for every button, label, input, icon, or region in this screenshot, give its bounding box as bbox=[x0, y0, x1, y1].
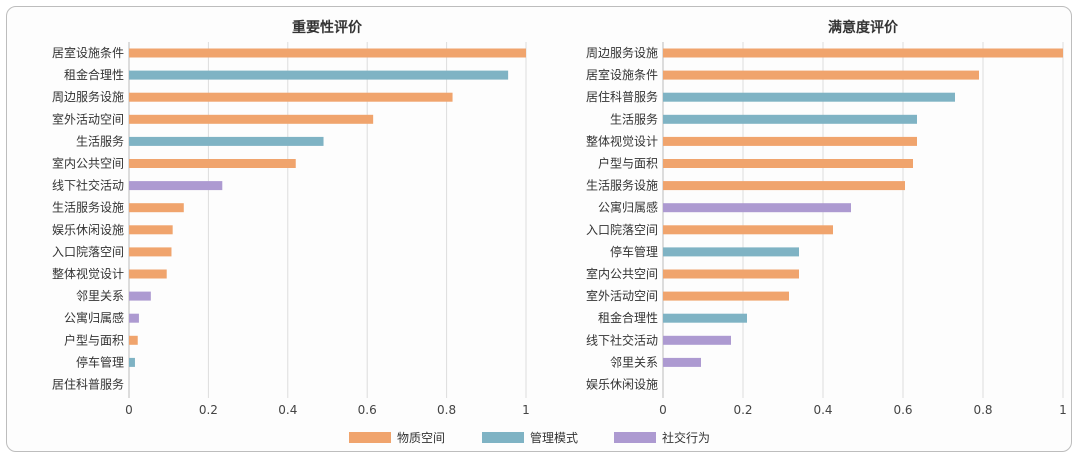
category-label: 租金合理性 bbox=[598, 310, 658, 325]
category-label: 室外活动空间 bbox=[586, 288, 658, 303]
bar bbox=[129, 92, 453, 102]
category-label: 居室设施条件 bbox=[52, 45, 124, 60]
category-label: 整体视觉设计 bbox=[586, 133, 658, 148]
bar bbox=[129, 181, 223, 191]
bar bbox=[129, 291, 151, 301]
bar bbox=[129, 203, 184, 213]
bar bbox=[663, 291, 789, 301]
bar bbox=[129, 225, 173, 235]
category-label: 居住科普服务 bbox=[52, 377, 124, 392]
bar bbox=[663, 335, 731, 345]
category-label: 邻里关系 bbox=[76, 289, 124, 303]
bar bbox=[129, 159, 296, 168]
category-label: 室内公共空间 bbox=[586, 266, 658, 281]
x-tick-label: 1 bbox=[522, 403, 530, 417]
category-label: 线下社交活动 bbox=[52, 178, 124, 193]
category-label: 公寓归属感 bbox=[598, 200, 658, 215]
bar bbox=[663, 225, 833, 235]
category-label: 入口院落空间 bbox=[52, 245, 124, 259]
chart-title: 重要性评价 bbox=[292, 19, 363, 36]
category-label: 生活服务 bbox=[76, 133, 124, 148]
bar bbox=[663, 136, 917, 146]
category-label: 停车管理 bbox=[76, 354, 124, 369]
category-label: 邻里关系 bbox=[610, 355, 658, 369]
legend-label-physical: 物质空间 bbox=[397, 431, 445, 445]
bar bbox=[129, 313, 139, 323]
bar bbox=[129, 335, 138, 345]
x-tick-label: 0.4 bbox=[278, 403, 297, 417]
legend-swatch-management bbox=[482, 432, 524, 443]
category-label: 户型与面积 bbox=[64, 332, 124, 347]
category-label: 户型与面积 bbox=[598, 156, 658, 171]
x-tick-label: 0.2 bbox=[733, 403, 752, 417]
category-label: 室外活动空间 bbox=[52, 111, 124, 126]
x-tick-label: 0.6 bbox=[358, 403, 377, 417]
category-label: 室内公共空间 bbox=[52, 156, 124, 171]
category-label: 入口院落空间 bbox=[586, 223, 658, 237]
category-label: 整体视觉设计 bbox=[52, 266, 124, 281]
legend-swatch-physical bbox=[349, 432, 391, 443]
category-label: 线下社交活动 bbox=[586, 332, 658, 347]
x-tick-label: 0.2 bbox=[199, 403, 218, 417]
legend-label-management: 管理模式 bbox=[530, 430, 578, 445]
bar bbox=[129, 114, 374, 124]
category-label: 停车管理 bbox=[610, 244, 658, 259]
bar bbox=[663, 159, 913, 168]
category-label: 生活服务设施 bbox=[586, 178, 658, 193]
bar bbox=[663, 247, 799, 257]
bar bbox=[129, 136, 324, 146]
category-label: 生活服务 bbox=[610, 111, 658, 126]
bar bbox=[663, 92, 955, 102]
importance-chart: 重要性评价 0 0.2 0.4 0.6 0.8 1 居室设施条件租金合理性周边服务设施室外活… bbox=[52, 19, 530, 417]
category-label: 居住科普服务 bbox=[586, 89, 658, 104]
category-label: 租金合理性 bbox=[64, 67, 124, 82]
legend-swatch-social bbox=[614, 432, 656, 443]
bar bbox=[663, 48, 1063, 58]
bar bbox=[129, 48, 526, 58]
category-label: 娱乐休闲设施 bbox=[52, 223, 124, 237]
x-tick-label: 0.8 bbox=[973, 403, 992, 417]
category-label: 居室设施条件 bbox=[586, 67, 658, 82]
category-label: 周边服务设施 bbox=[52, 89, 124, 104]
x-tick-label: 0.6 bbox=[893, 403, 912, 417]
bar bbox=[663, 114, 917, 124]
x-tick-label: 0 bbox=[659, 403, 667, 417]
bar bbox=[129, 247, 172, 257]
chart-title: 满意度评价 bbox=[828, 19, 899, 36]
legend: 物质空间 管理模式 社交行为 bbox=[349, 430, 710, 445]
bar bbox=[663, 70, 979, 80]
bar bbox=[663, 313, 747, 323]
category-label: 公寓归属感 bbox=[64, 310, 124, 325]
bar bbox=[129, 357, 135, 367]
legend-label-social: 社交行为 bbox=[662, 430, 710, 445]
x-tick-label: 0 bbox=[125, 403, 133, 417]
bar bbox=[129, 70, 509, 80]
bar bbox=[663, 357, 701, 367]
bar bbox=[129, 269, 167, 279]
bar bbox=[663, 181, 905, 191]
x-tick-label: 0.4 bbox=[813, 403, 832, 417]
bar bbox=[663, 203, 851, 213]
bar bbox=[663, 269, 799, 279]
category-label: 娱乐休闲设施 bbox=[586, 378, 658, 392]
figure-frame bbox=[6, 6, 1072, 452]
category-label: 周边服务设施 bbox=[586, 45, 658, 60]
x-tick-label: 1 bbox=[1059, 403, 1067, 417]
category-label: 生活服务设施 bbox=[52, 200, 124, 215]
x-tick-label: 0.8 bbox=[437, 403, 456, 417]
satisfaction-chart: 满意度评价 0 0.2 0.4 0.6 0.8 1周边服务设施居室设施条件居住科普服务生活… bbox=[586, 19, 1067, 417]
